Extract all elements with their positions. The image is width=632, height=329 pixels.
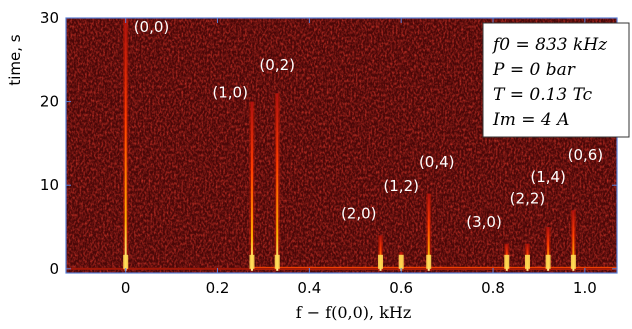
legend-box bbox=[482, 22, 630, 138]
peak-12 bbox=[398, 252, 404, 271]
peak-line bbox=[379, 235, 382, 271]
peak-20 bbox=[378, 235, 384, 271]
x-tick-label: 0.6 bbox=[389, 279, 413, 297]
peak-base bbox=[426, 254, 432, 269]
y-tick-label: 30 bbox=[40, 9, 59, 27]
peak-line bbox=[124, 18, 127, 271]
x-tick-label: 0.4 bbox=[297, 279, 321, 297]
peak-base bbox=[545, 254, 551, 269]
x-axis-label: f − f(0,0), kHz bbox=[296, 303, 412, 322]
peak-line bbox=[547, 227, 550, 271]
peak-label: (1,2) bbox=[383, 177, 419, 195]
legend-line-pressure: P = 0 bar bbox=[492, 60, 576, 80]
y-tick-label: 20 bbox=[40, 93, 59, 111]
peak-line bbox=[427, 193, 430, 271]
peak-base bbox=[378, 254, 384, 269]
x-tick-label: 0 bbox=[121, 279, 131, 297]
peak-label: (1,0) bbox=[212, 83, 248, 101]
x-tick-label: 0.2 bbox=[206, 279, 230, 297]
x-tick-label: 0.8 bbox=[481, 279, 505, 297]
peak-label: (3,0) bbox=[466, 213, 502, 231]
legend-line-f0: f0 = 833 kHz bbox=[491, 35, 608, 55]
peak-line bbox=[250, 101, 253, 271]
peak-base bbox=[398, 254, 404, 269]
peak-base bbox=[274, 254, 280, 269]
legend-line-current: Im = 4 A bbox=[492, 110, 569, 130]
axis-ticks: 0 0.2 0.4 0.6 0.8 1.0 0 10 20 30 bbox=[40, 9, 617, 297]
peak-04 bbox=[426, 193, 432, 271]
legend: f0 = 833 kHz P = 0 bar T = 0.13 Tc Im = … bbox=[482, 22, 630, 138]
peak-base bbox=[524, 254, 530, 269]
legend-line-temperature: T = 0.13 Tc bbox=[493, 85, 593, 105]
peak-22 bbox=[524, 243, 530, 271]
peak-30 bbox=[504, 243, 510, 271]
peak-label: (0,2) bbox=[259, 56, 295, 74]
peak-label: (0,6) bbox=[568, 146, 604, 164]
peak-label: (0,4) bbox=[419, 153, 455, 171]
peak-base bbox=[504, 254, 510, 269]
peak-base bbox=[123, 254, 129, 269]
peak-base bbox=[249, 254, 255, 269]
peak-02 bbox=[274, 93, 280, 271]
heatmap-marks: (0,0) (1,0) (0,2) (2,0) (1,2)(0,4) (3,0) (2,2)… bbox=[66, 18, 617, 271]
peak-00 bbox=[123, 18, 129, 271]
baseline-glow bbox=[66, 267, 617, 270]
y-axis-label: time, s bbox=[6, 34, 24, 85]
peak-base bbox=[570, 254, 576, 269]
peak-label: (2,0) bbox=[341, 205, 377, 223]
peak-line bbox=[572, 210, 575, 271]
peak-10 bbox=[249, 101, 255, 271]
peak-label: (1,4) bbox=[530, 168, 566, 186]
peak-14 bbox=[545, 227, 551, 271]
peak-line bbox=[276, 93, 279, 271]
peak-06 bbox=[570, 210, 576, 271]
peak-label: (2,2) bbox=[510, 190, 546, 208]
y-tick-label: 10 bbox=[40, 176, 59, 194]
axes-frame bbox=[65, 17, 618, 274]
x-tick-label: 1.0 bbox=[573, 279, 597, 297]
peak-label: (0,0) bbox=[134, 18, 170, 36]
y-tick-label: 0 bbox=[49, 260, 59, 278]
